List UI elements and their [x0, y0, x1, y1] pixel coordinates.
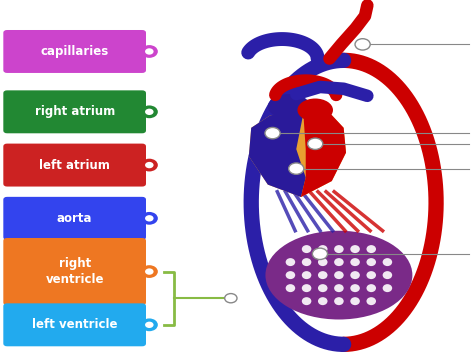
- FancyBboxPatch shape: [3, 30, 146, 73]
- FancyBboxPatch shape: [3, 143, 146, 186]
- Text: right
ventricle: right ventricle: [46, 257, 104, 286]
- Ellipse shape: [350, 297, 360, 305]
- Ellipse shape: [302, 271, 311, 279]
- Circle shape: [225, 294, 237, 303]
- Circle shape: [145, 215, 154, 222]
- Ellipse shape: [265, 231, 412, 320]
- Polygon shape: [301, 108, 346, 197]
- Circle shape: [289, 163, 304, 174]
- Ellipse shape: [302, 245, 311, 253]
- FancyBboxPatch shape: [3, 238, 146, 305]
- Circle shape: [141, 265, 158, 278]
- Text: aorta: aorta: [57, 212, 92, 225]
- Circle shape: [145, 322, 154, 328]
- Circle shape: [145, 48, 154, 55]
- Circle shape: [145, 109, 154, 115]
- Text: capillaries: capillaries: [41, 45, 109, 58]
- Ellipse shape: [298, 98, 333, 121]
- Ellipse shape: [383, 271, 392, 279]
- Circle shape: [355, 39, 370, 50]
- Ellipse shape: [350, 271, 360, 279]
- Ellipse shape: [268, 94, 310, 119]
- Circle shape: [312, 248, 328, 260]
- Ellipse shape: [350, 245, 360, 253]
- Ellipse shape: [366, 297, 376, 305]
- Circle shape: [145, 162, 154, 168]
- Ellipse shape: [334, 245, 344, 253]
- FancyBboxPatch shape: [3, 197, 146, 240]
- Ellipse shape: [318, 245, 328, 253]
- Ellipse shape: [366, 258, 376, 266]
- Ellipse shape: [334, 258, 344, 266]
- Ellipse shape: [334, 284, 344, 292]
- Ellipse shape: [318, 258, 328, 266]
- Text: left ventricle: left ventricle: [32, 318, 118, 331]
- Circle shape: [145, 268, 154, 275]
- Text: left atrium: left atrium: [39, 159, 110, 171]
- Ellipse shape: [318, 284, 328, 292]
- Ellipse shape: [383, 258, 392, 266]
- Circle shape: [141, 159, 158, 171]
- FancyBboxPatch shape: [3, 90, 146, 133]
- Ellipse shape: [286, 271, 295, 279]
- Ellipse shape: [286, 258, 295, 266]
- Ellipse shape: [302, 297, 311, 305]
- Circle shape: [141, 105, 158, 118]
- Ellipse shape: [383, 284, 392, 292]
- Ellipse shape: [334, 271, 344, 279]
- Ellipse shape: [366, 271, 376, 279]
- Ellipse shape: [318, 297, 328, 305]
- Ellipse shape: [366, 245, 376, 253]
- Ellipse shape: [302, 284, 311, 292]
- Circle shape: [141, 212, 158, 225]
- Polygon shape: [249, 112, 306, 197]
- Ellipse shape: [366, 284, 376, 292]
- Circle shape: [265, 127, 280, 139]
- Polygon shape: [249, 108, 346, 197]
- Circle shape: [308, 138, 323, 149]
- Circle shape: [141, 318, 158, 331]
- Text: right atrium: right atrium: [35, 105, 115, 118]
- Ellipse shape: [350, 258, 360, 266]
- Ellipse shape: [318, 271, 328, 279]
- Ellipse shape: [302, 258, 311, 266]
- FancyBboxPatch shape: [3, 303, 146, 346]
- Ellipse shape: [350, 284, 360, 292]
- Ellipse shape: [286, 284, 295, 292]
- Ellipse shape: [334, 297, 344, 305]
- Circle shape: [141, 45, 158, 58]
